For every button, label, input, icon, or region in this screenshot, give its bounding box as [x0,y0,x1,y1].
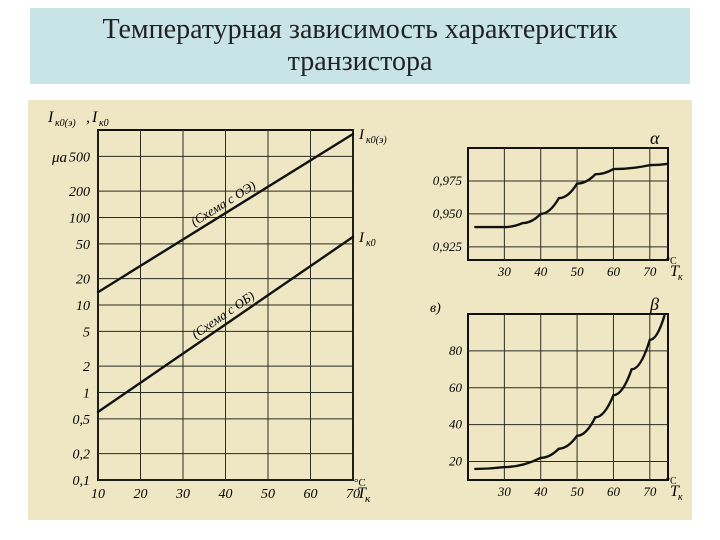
svg-text:0,5: 0,5 [73,413,91,428]
svg-text:50: 50 [76,238,90,253]
svg-text:500: 500 [69,150,90,165]
svg-text:к0: к0 [99,118,109,129]
svg-text:40: 40 [219,487,233,502]
svg-text:50: 50 [261,487,275,502]
svg-text:к0(э): к0(э) [55,118,76,129]
svg-text:30: 30 [497,484,512,499]
svg-text:10: 10 [91,487,105,502]
svg-text:к: к [365,493,371,505]
svg-text:60: 60 [607,484,621,499]
svg-text:I: I [47,109,54,126]
svg-text:0,950: 0,950 [433,206,463,221]
svg-text:°С: °С [666,476,677,487]
svg-text:80: 80 [449,343,463,358]
svg-text:70: 70 [643,484,657,499]
svg-text:0,2: 0,2 [73,448,91,463]
svg-text:100: 100 [69,212,90,227]
svg-text:к0: к0 [366,238,376,249]
svg-text:30: 30 [175,487,190,502]
svg-text:I: I [358,127,365,143]
svg-text:0,1: 0,1 [73,474,91,489]
slide-title: Температурная зависимость характеристик … [30,8,690,84]
svg-text:μа: μа [51,150,67,166]
svg-text:2: 2 [83,360,90,375]
plots-area: 10203040506070Tк°С0,10,20,51251020501002… [28,100,692,520]
svg-text:20: 20 [134,487,148,502]
svg-text:в): в) [430,301,441,316]
svg-text:40: 40 [534,264,548,279]
charts-svg: 10203040506070Tк°С0,10,20,51251020501002… [28,100,692,520]
svg-text:0,975: 0,975 [433,173,463,188]
svg-text:α: α [650,128,660,148]
svg-text:40: 40 [449,417,463,432]
svg-text:10: 10 [76,299,90,314]
svg-text:200: 200 [69,185,90,200]
svg-text:β: β [649,294,659,314]
svg-text:60: 60 [449,380,463,395]
svg-text:к: к [678,272,683,283]
svg-text:50: 50 [571,264,585,279]
svg-text:30: 30 [497,264,512,279]
svg-text:°С: °С [666,256,677,267]
svg-text:I: I [91,109,98,126]
svg-text:0,925: 0,925 [433,239,463,254]
svg-text:20: 20 [76,273,90,288]
svg-text:50: 50 [571,484,585,499]
svg-text:1: 1 [83,387,90,402]
svg-text:40: 40 [534,484,548,499]
svg-text:20: 20 [449,454,463,469]
svg-text:к0(э): к0(э) [366,135,387,146]
svg-text:,: , [86,109,90,126]
svg-text:60: 60 [304,487,318,502]
svg-text:I: I [358,230,365,246]
svg-text:60: 60 [607,264,621,279]
svg-text:70: 70 [643,264,657,279]
svg-text:5: 5 [83,325,90,340]
svg-text:°С: °С [354,477,366,489]
svg-text:к: к [678,492,683,503]
